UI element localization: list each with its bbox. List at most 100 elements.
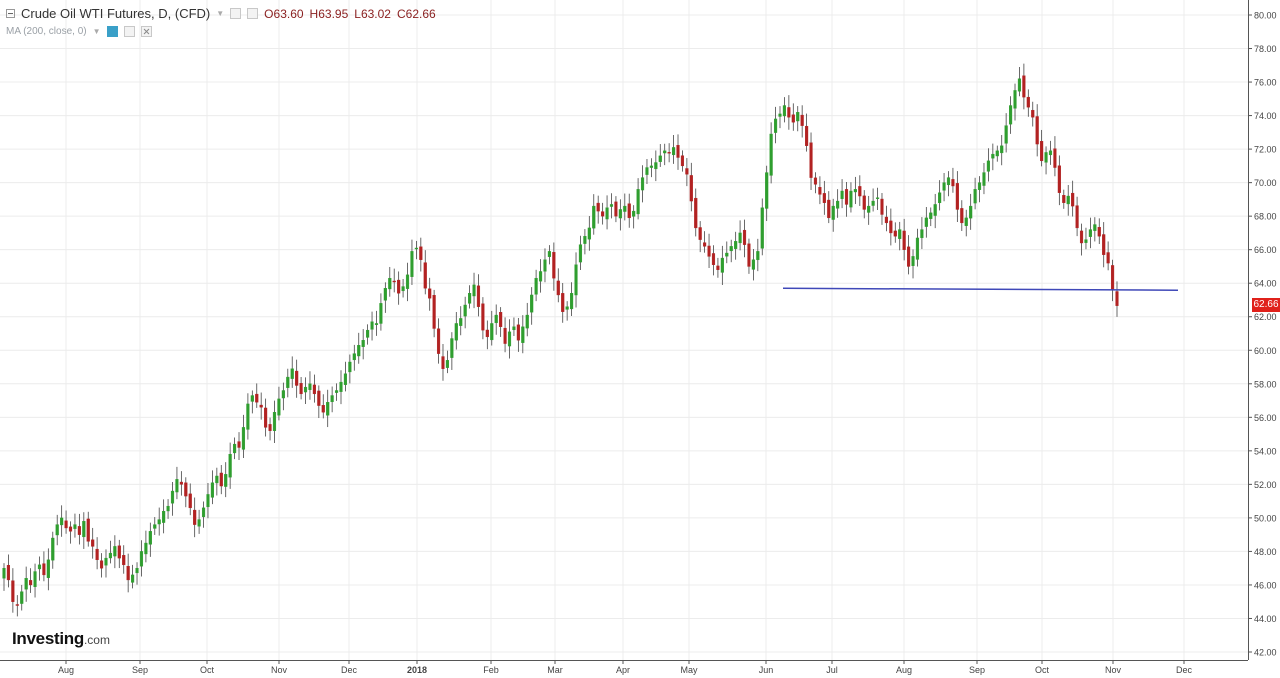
candle-body: [663, 150, 667, 154]
candle-body: [352, 353, 356, 361]
candle-body: [476, 285, 481, 307]
y-tick-label: 54.00: [1254, 446, 1277, 456]
candle-body: [747, 243, 751, 267]
x-tick-label: Dec: [341, 665, 358, 675]
series-title: Crude Oil WTI Futures, D, (CFD): [21, 6, 211, 21]
candle-body: [312, 384, 316, 395]
candle-body: [778, 113, 782, 117]
collapse-icon[interactable]: [6, 9, 15, 18]
price-axis: 80.00 78.00 76.00 74.00 72.00 70.00 68.00 66.00…: [1248, 11, 1277, 658]
candle-body: [840, 190, 844, 199]
candle-body: [348, 361, 352, 373]
investing-logo[interactable]: Investing.com: [12, 629, 110, 649]
candle-body: [991, 153, 995, 159]
candle-body: [108, 552, 112, 559]
candle-body: [760, 207, 764, 249]
y-tick-label: 46.00: [1254, 580, 1277, 590]
candle-body: [454, 323, 458, 341]
settings-icon[interactable]: [230, 8, 242, 19]
x-tick-label: Feb: [483, 665, 499, 675]
candle-body: [938, 192, 942, 204]
candle-body: [55, 524, 59, 536]
candle-body: [428, 288, 432, 299]
candle-body: [951, 179, 955, 187]
candle-body: [1004, 125, 1008, 144]
candle-body: [148, 531, 152, 545]
candle-body: [193, 509, 197, 525]
x-tick-label: Oct: [1035, 665, 1050, 675]
candle-body: [131, 574, 135, 583]
candle-body: [636, 189, 640, 215]
candle-body: [379, 303, 383, 324]
y-tick-label: 76.00: [1254, 78, 1277, 88]
candle-body: [556, 280, 560, 296]
candle-body: [827, 199, 831, 219]
candle-body: [499, 312, 503, 327]
candle-body: [104, 557, 108, 566]
candle-body: [73, 524, 77, 529]
caret-down-icon[interactable]: ▼: [92, 27, 101, 36]
candle-body: [986, 160, 990, 172]
candle-body: [640, 177, 645, 191]
gear-icon[interactable]: [106, 26, 118, 37]
candle-body: [246, 403, 250, 430]
candle-body: [1009, 105, 1013, 125]
candle-body: [374, 323, 379, 325]
support-trendline[interactable]: [782, 287, 1179, 291]
candle-body: [1044, 152, 1048, 163]
candle-body: [969, 205, 973, 219]
candle-body: [95, 548, 99, 561]
candle-body: [490, 323, 494, 341]
visibility-icon[interactable]: [247, 8, 259, 19]
candle-body: [734, 241, 738, 249]
candle-body: [361, 340, 365, 347]
candle-body: [485, 329, 489, 338]
candle-body: [20, 591, 24, 604]
candle-body: [11, 580, 15, 602]
candle-body: [295, 370, 299, 386]
candle-body: [1079, 230, 1084, 244]
candle-body: [530, 294, 534, 313]
y-tick-label: 74.00: [1254, 111, 1277, 121]
candle-body: [423, 262, 427, 289]
candle-body: [383, 288, 387, 301]
candle-body: [853, 189, 857, 193]
caret-down-icon[interactable]: ▼: [216, 9, 225, 18]
x-tick-label: Aug: [58, 665, 74, 675]
candle-body: [676, 145, 680, 158]
ohlc-open: O63.60: [264, 6, 304, 21]
candle-body: [126, 566, 130, 581]
candles: [2, 63, 1119, 617]
candle-body: [977, 182, 982, 190]
candle-body: [1106, 252, 1110, 264]
candle-body: [184, 482, 188, 497]
candle-body: [982, 172, 986, 186]
candle-body: [844, 189, 849, 205]
last-price-tag: 62.66: [1252, 298, 1280, 312]
candle-body: [658, 155, 662, 162]
candle-body: [1097, 226, 1101, 237]
candle-body: [82, 521, 86, 538]
candle-body: [694, 197, 698, 229]
candle-body: [91, 539, 95, 547]
candle-body: [135, 567, 139, 574]
candle-body: [516, 324, 520, 341]
candle-body: [51, 537, 55, 561]
candle-body: [441, 356, 445, 369]
candle-body: [410, 251, 414, 277]
candle-body: [907, 246, 911, 267]
candle-body: [1066, 195, 1070, 205]
candle-body: [357, 345, 361, 357]
candle-body: [210, 482, 214, 498]
candle-body: [875, 197, 880, 199]
candle-body: [543, 259, 547, 272]
candle-body: [924, 217, 928, 227]
indicator-label: MA (200, close, 0): [6, 26, 87, 37]
eye-icon[interactable]: [123, 26, 135, 37]
close-icon[interactable]: [140, 26, 152, 37]
candle-body: [1057, 165, 1061, 193]
candle-body: [1022, 75, 1026, 98]
candle-body: [64, 520, 68, 529]
candle-body: [228, 453, 232, 478]
